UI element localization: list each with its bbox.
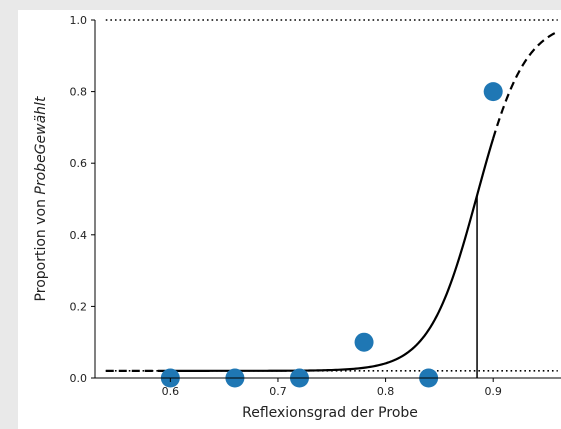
x-tick-label-1: 0.7 (269, 385, 287, 398)
y-axis-label-emphasis: ProbeGewählt (33, 96, 49, 195)
reference-lines (105, 19, 558, 378)
y-tick-label-4: 0.8 (70, 86, 88, 99)
x-tick-label-2: 0.8 (377, 385, 395, 398)
y-tick-label-2: 0.4 (70, 229, 88, 242)
y-tick-label-0: 0.0 (70, 372, 88, 385)
data-point-3 (354, 332, 374, 352)
fit-curve (105, 30, 559, 372)
y-tick-label-1: 0.2 (70, 300, 88, 313)
data-points (160, 82, 503, 388)
axes (94, 20, 561, 379)
x-ticks: 0.6 0.7 0.8 0.9 (162, 378, 502, 398)
y-axis-label: Proportion von ProbeGewählt (33, 96, 49, 301)
x-tick-label-3: 0.9 (484, 385, 502, 398)
x-axis-label: Reflexionsgrad der Probe (242, 405, 418, 421)
y-tick-label-3: 0.6 (70, 157, 88, 170)
fit-curve-solid (170, 138, 495, 372)
data-point-5 (483, 82, 503, 102)
y-ticks: 0.0 0.2 0.4 0.6 0.8 1.0 (70, 14, 95, 385)
fit-curve-dashed-right (492, 30, 559, 139)
y-axis-label-prefix: Proportion von (33, 195, 49, 302)
x-tick-label-0: 0.6 (162, 385, 180, 398)
y-tick-label-5: 1.0 (70, 14, 88, 27)
